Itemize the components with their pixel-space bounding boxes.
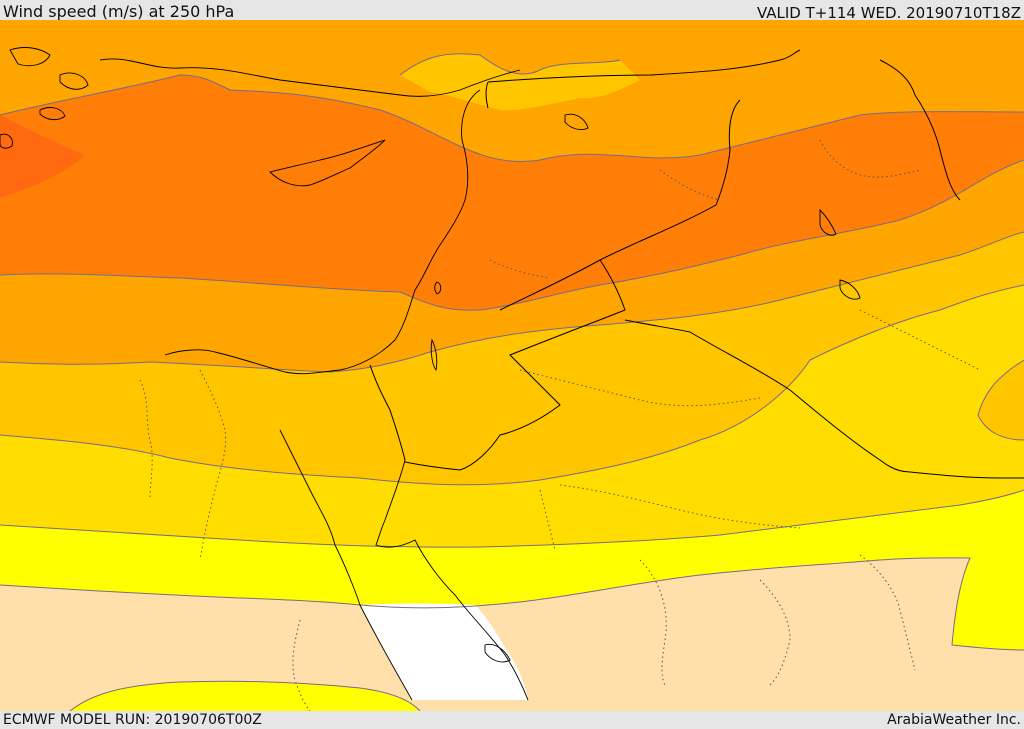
band-yellow-southwest [70, 681, 420, 711]
header-bar [0, 0, 1024, 20]
band-calm-redsea [360, 603, 528, 700]
credit: ArabiaWeather Inc. [887, 712, 1021, 728]
model-run: ECMWF MODEL RUN: 20190706T00Z [3, 712, 262, 728]
band-tan [0, 557, 1024, 711]
footer-bar [0, 711, 1024, 729]
internal-boundaries [139, 139, 981, 711]
band-dark-jet [0, 75, 1024, 311]
wind-speed-map [0, 20, 1024, 711]
map-title: Wind speed (m/s) at 250 hPa [3, 2, 235, 21]
band-light-east-bulge [978, 360, 1024, 440]
band-mid-north-patch [400, 53, 640, 111]
country-borders [369, 49, 1024, 479]
valid-time: VALID T+114 WED. 20190710T18Z [756, 4, 1021, 22]
band-darkest-core [0, 115, 85, 198]
coastlines [0, 47, 861, 701]
contour-lines [0, 53, 1024, 711]
